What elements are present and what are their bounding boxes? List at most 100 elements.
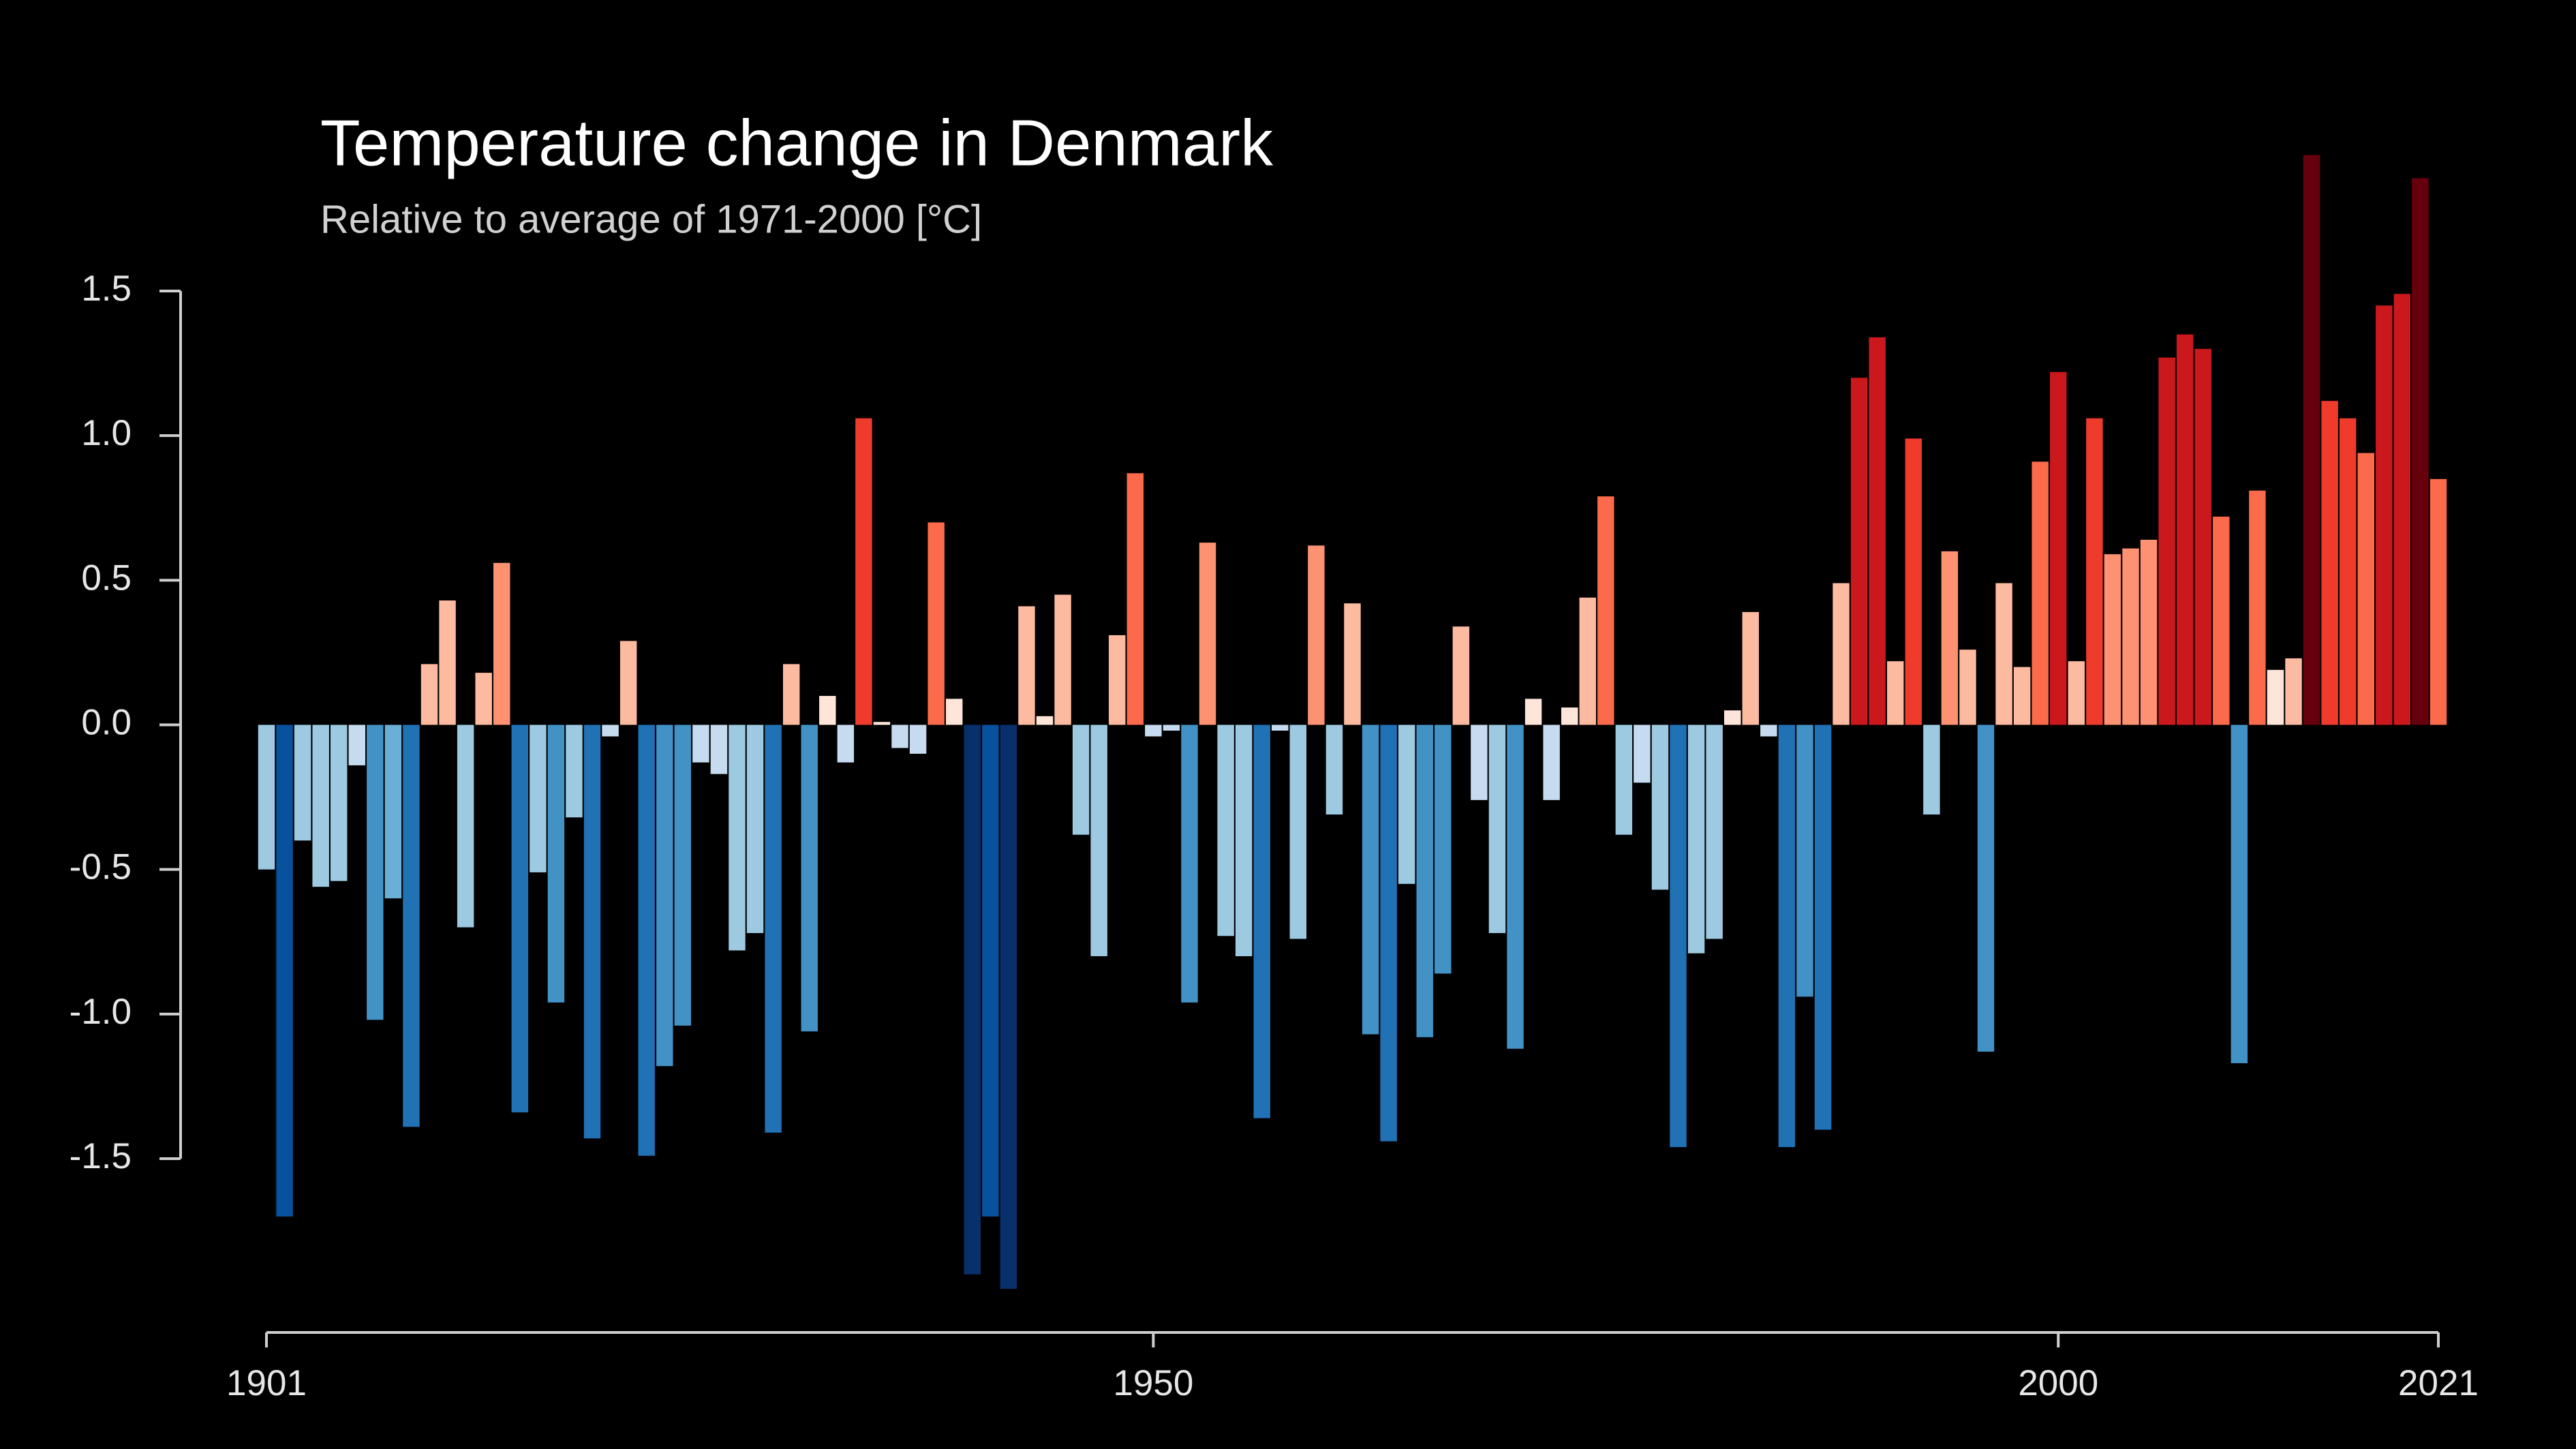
bar [964,724,981,1275]
bar [1416,724,1433,1037]
bar [1959,650,1976,725]
bar [312,724,329,887]
bar [511,724,529,1113]
bar [475,673,492,725]
bar [945,699,963,725]
bar [1000,724,1017,1289]
bar [2140,539,2158,725]
bar [674,724,692,1026]
bar [2230,724,2248,1063]
bar [1471,724,1488,800]
bar [1579,597,1596,725]
bar [1524,699,1542,725]
bar [457,724,474,928]
bar [2429,478,2447,725]
bar [1543,724,1560,800]
bar [1018,606,1035,725]
bar [2031,461,2049,725]
bar [331,724,348,881]
bar [1452,626,1470,725]
bar [403,724,420,1127]
bar [1995,583,2012,725]
bar [348,724,366,765]
bar [2086,418,2103,725]
y-tick-label: -1.0 [70,992,132,1032]
bar [547,724,565,1003]
bar [1706,724,1723,939]
bar [420,664,438,725]
bar [1272,724,1289,731]
bar [566,724,583,818]
y-tick-label: -0.5 [70,847,132,887]
bar [583,724,601,1139]
bar [1615,724,1633,835]
bar [891,724,908,748]
bar [439,600,456,725]
bar [2412,178,2429,725]
bar [729,724,746,951]
bar [1289,724,1307,939]
bar [927,522,945,725]
bar [1253,724,1270,1118]
bar [1054,594,1071,725]
bar [2104,554,2121,725]
bar [1217,724,1234,936]
bar [1724,710,1741,725]
bar [1869,337,1886,725]
bar [1036,716,1054,725]
bar [1126,473,1144,725]
bar [2194,348,2211,725]
bar [801,724,818,1032]
bar [2303,155,2320,725]
bar [1145,724,1162,737]
bar [1778,724,1796,1148]
y-tick-label: 0.0 [81,703,132,743]
bar [2267,669,2284,725]
bar [384,724,402,899]
bar [1814,724,1832,1130]
bar [819,696,836,725]
bar [1507,724,1524,1049]
bar [1687,724,1705,954]
bar [2376,305,2393,725]
bar [2357,453,2374,725]
bar [1344,603,1361,725]
bar [909,724,927,754]
bar [1435,724,1452,974]
bar [1634,724,1651,783]
bar [1398,724,1415,884]
bar [1561,707,1578,725]
x-tick-label: 1901 [226,1363,307,1403]
bar [1109,635,1126,725]
x-tick-label: 1950 [1113,1363,1193,1403]
bar [1488,724,1506,934]
bar [710,724,728,774]
bar [2249,490,2266,725]
bar [1670,724,1687,1148]
bar [2285,658,2302,725]
bar [765,724,782,1133]
bar [1941,551,1959,725]
bar [276,724,293,1217]
bar [692,724,709,763]
bar [294,724,311,841]
bar [602,724,619,737]
bar [2213,516,2230,725]
bar [2321,401,2338,725]
y-tick-label: 1.0 [81,413,132,453]
chart-title: Temperature change in Denmark [320,106,1274,179]
y-tick-label: 0.5 [81,558,132,598]
bar [746,724,764,934]
bar [837,724,855,763]
bar [1760,724,1777,737]
bar [2339,418,2357,725]
x-tick-label: 2021 [2398,1363,2479,1403]
bar [493,562,510,725]
y-tick-label: 1.5 [81,269,132,309]
bar [1380,724,1397,1142]
bar [2176,334,2194,725]
bar [1977,724,1995,1052]
bar [2068,661,2085,725]
x-tick-label: 2000 [2018,1363,2098,1403]
